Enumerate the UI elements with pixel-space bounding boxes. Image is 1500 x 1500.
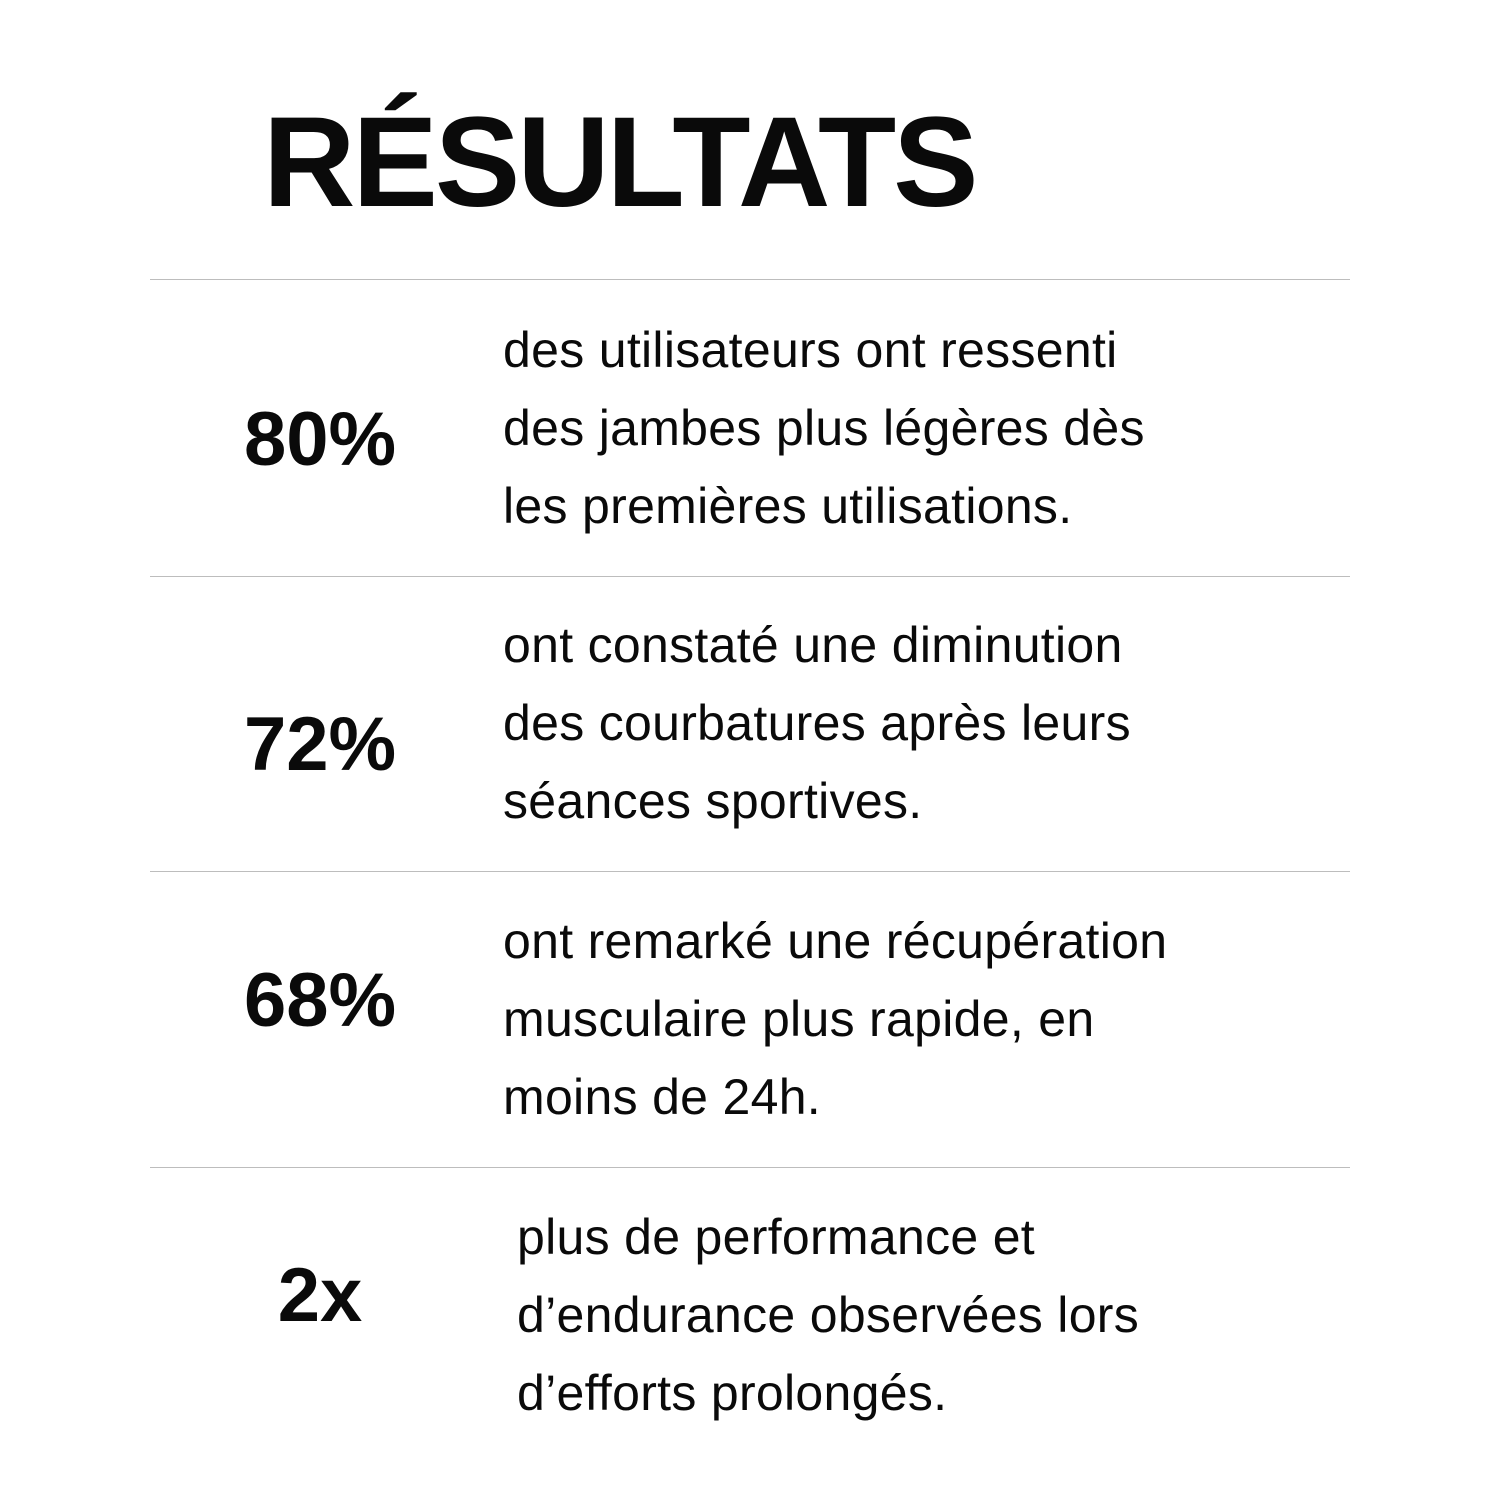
divider — [150, 279, 1350, 280]
stat-value: 68% — [243, 958, 397, 1043]
divider — [150, 1167, 1350, 1168]
stat-description-line: d’endurance observées lors — [517, 1287, 1140, 1343]
divider — [150, 871, 1350, 872]
stat-description: des utilisateurs ont ressenti des jambes… — [503, 311, 1145, 545]
stat-description: ont remarké une récupération musculaire … — [503, 902, 1167, 1136]
stat-description-line: des jambes plus légères dès — [503, 400, 1145, 456]
page-title: RÉSULTATS — [263, 91, 978, 234]
stat-description-line: des utilisateurs ont ressenti — [503, 322, 1118, 378]
divider — [150, 576, 1350, 577]
stat-description-line: les premières utilisations. — [503, 478, 1073, 534]
stat-description-line: ont constaté une diminution — [503, 617, 1123, 673]
stat-value: 80% — [243, 397, 397, 482]
stat-description: plus de performance et d’endurance obser… — [517, 1198, 1139, 1432]
stat-description-line: séances sportives. — [503, 773, 923, 829]
stat-description-line: musculaire plus rapide, en — [503, 991, 1095, 1047]
stat-description-line: plus de performance et — [517, 1209, 1036, 1265]
stat-description-line: d’efforts prolongés. — [517, 1365, 948, 1421]
stat-description-line: moins de 24h. — [503, 1069, 821, 1125]
stat-description-line: ont remarké une récupération — [503, 913, 1168, 969]
stat-description-line: des courbatures après leurs — [503, 695, 1131, 751]
stat-value: 2x — [277, 1253, 363, 1338]
stat-value: 72% — [243, 702, 397, 787]
stat-description: ont constaté une diminution des courbatu… — [503, 606, 1131, 840]
